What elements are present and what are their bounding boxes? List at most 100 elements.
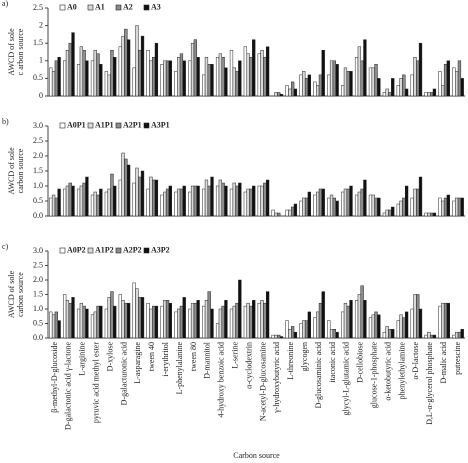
- bar: [418, 42, 423, 97]
- bar: [190, 42, 195, 97]
- y-axis-label: carbon source: [16, 272, 25, 317]
- bar: [229, 49, 234, 97]
- bar: [63, 188, 67, 217]
- bar: [154, 179, 159, 217]
- bar: [190, 185, 195, 217]
- bar: [404, 185, 409, 217]
- bar: [51, 71, 56, 97]
- bar: [354, 300, 359, 339]
- x-tick-label: tween 40: [147, 342, 156, 371]
- bar: [321, 291, 325, 339]
- bar: [302, 197, 306, 217]
- legend-label: A3P1: [151, 120, 170, 129]
- bar: [307, 191, 311, 217]
- y-tick-label: 0.0: [33, 211, 43, 220]
- bar: [182, 60, 186, 97]
- bar: [263, 57, 267, 97]
- bar: [371, 314, 375, 339]
- bar: [388, 92, 392, 97]
- bar: [224, 67, 228, 97]
- bar: [118, 179, 122, 217]
- x-tick-label: L-serine: [230, 342, 239, 369]
- bar: [329, 329, 334, 339]
- bar: [249, 305, 253, 339]
- bar: [82, 182, 86, 217]
- y-axis-label: carbon source: [16, 148, 25, 193]
- bar: [377, 314, 381, 339]
- bar: [54, 197, 58, 217]
- x-tick-label: i-erythritol: [161, 341, 170, 376]
- bar: [174, 311, 178, 339]
- bar: [293, 203, 298, 217]
- bar: [263, 182, 267, 217]
- bar: [140, 297, 145, 339]
- x-tick-label: D-glucosaminic acid: [314, 342, 323, 408]
- bar: [427, 92, 431, 97]
- bar: [146, 302, 150, 339]
- bar: [382, 212, 387, 217]
- bar: [110, 173, 114, 217]
- x-tick-label: β-methyl-D-glucoside: [50, 342, 59, 413]
- bar: [238, 279, 242, 339]
- bar: [57, 57, 61, 97]
- bar: [246, 302, 250, 339]
- bar: [321, 188, 325, 217]
- bar: [274, 212, 278, 217]
- y-tick-label: 0.5: [33, 318, 43, 327]
- bar: [446, 194, 450, 217]
- bar: [224, 185, 228, 217]
- bar: [288, 329, 292, 339]
- bar: [49, 67, 53, 97]
- x-tick-label: tween 80: [189, 342, 198, 371]
- bar: [210, 308, 214, 339]
- x-tick-label: D-galacturonic acid: [119, 342, 128, 405]
- bar: [341, 85, 345, 97]
- bar: [260, 300, 264, 339]
- bar: [96, 53, 100, 97]
- x-tick-label: glucose-1-phosphate: [369, 342, 378, 409]
- bar: [179, 305, 184, 339]
- bar: [257, 53, 261, 97]
- bar: [346, 305, 350, 339]
- legend-swatch: [59, 122, 66, 129]
- bar: [165, 188, 170, 217]
- bar: [382, 92, 387, 97]
- bar: [232, 182, 236, 217]
- bar: [246, 188, 250, 217]
- bar: [146, 49, 150, 97]
- y-axis-label: AWCD of sole: [7, 28, 16, 76]
- y-tick-label: 2.5: [33, 260, 43, 269]
- bar: [446, 302, 450, 339]
- bar: [99, 188, 103, 217]
- bar: [63, 60, 67, 97]
- bar: [329, 194, 334, 217]
- bar: [318, 302, 323, 339]
- x-axis-label: Carbon source: [233, 451, 280, 460]
- bar: [82, 305, 86, 339]
- bar: [215, 57, 220, 97]
- bar: [193, 39, 197, 97]
- bar: [327, 197, 331, 217]
- x-tick-label: itaconic acid: [328, 342, 337, 383]
- bar: [152, 57, 156, 97]
- y-axis-label: c arbon source: [16, 28, 25, 75]
- bar: [76, 308, 81, 339]
- bar: [218, 179, 223, 217]
- bar: [215, 185, 220, 217]
- bar: [68, 42, 72, 97]
- bar: [349, 71, 353, 97]
- bar: [391, 329, 395, 339]
- bar: [221, 182, 225, 217]
- bar: [163, 191, 167, 217]
- legend-label: A3: [151, 2, 161, 11]
- x-tick-label: D-malic acid: [439, 342, 448, 384]
- panel-label: a): [2, 0, 9, 8]
- bar: [193, 302, 197, 339]
- y-axis-label: AWCD of sole: [7, 270, 16, 318]
- bar: [399, 78, 403, 97]
- bar: [418, 308, 423, 339]
- legend-label: A0: [67, 2, 77, 11]
- bar: [360, 188, 364, 217]
- bar: [455, 71, 459, 97]
